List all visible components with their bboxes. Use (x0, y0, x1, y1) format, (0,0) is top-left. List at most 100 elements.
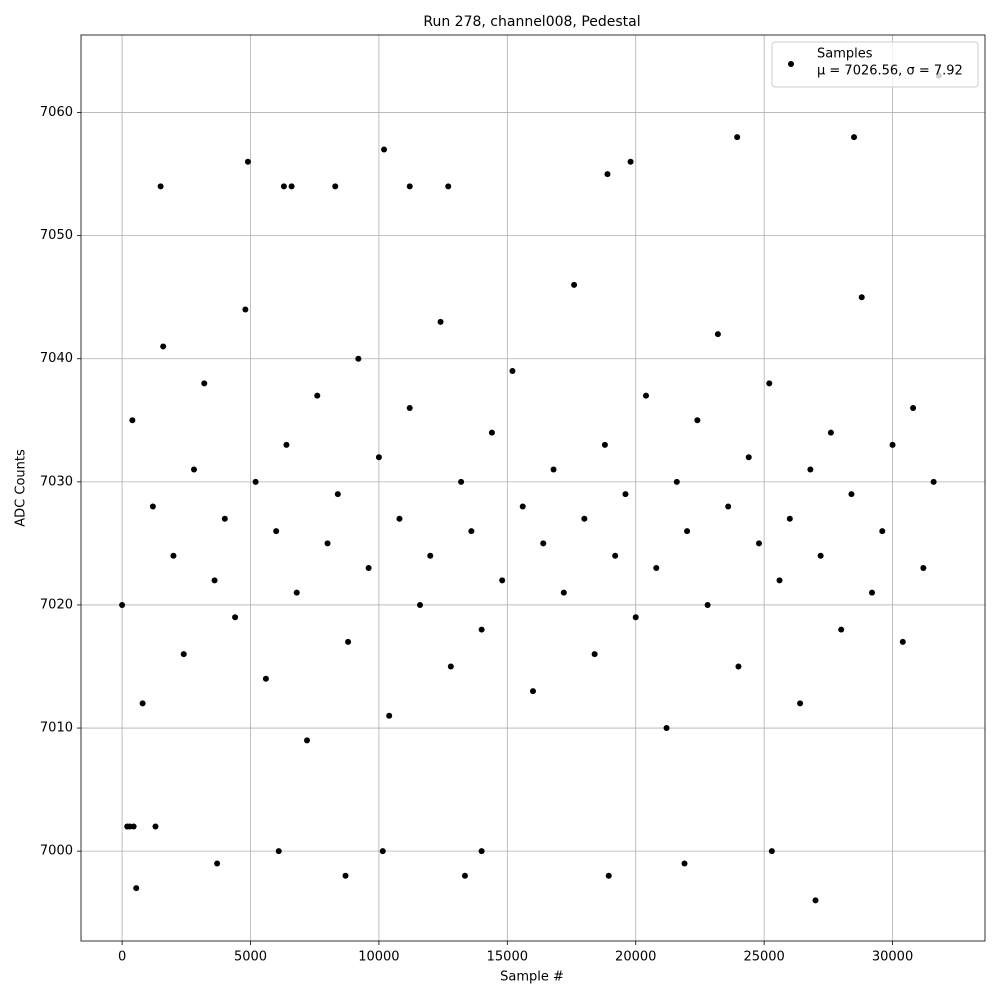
point (605, 872, 612, 879)
point (130, 823, 137, 830)
point (314, 392, 321, 399)
point (817, 552, 824, 559)
legend: Samples μ = 7026.56, σ = 7.92 (771, 41, 979, 88)
point (157, 183, 164, 190)
point (381, 146, 388, 153)
point (149, 503, 156, 510)
point (684, 528, 691, 535)
point (612, 552, 619, 559)
point (386, 712, 393, 719)
point (920, 565, 927, 572)
legend-marker (788, 61, 794, 67)
point (756, 540, 762, 547)
x-tick-label: 25000 (743, 950, 784, 965)
point (221, 515, 228, 522)
point (332, 183, 339, 190)
point (530, 688, 536, 695)
x-tick-label: 5000 (234, 950, 267, 965)
point (417, 601, 423, 608)
point (461, 872, 468, 879)
point (458, 478, 465, 485)
point (627, 158, 634, 165)
point (704, 601, 711, 608)
point (406, 404, 413, 411)
point (766, 380, 773, 387)
point (160, 343, 167, 350)
x-axis-label: Sample # (500, 970, 564, 985)
point (694, 417, 701, 424)
point (427, 552, 434, 559)
point (827, 429, 834, 436)
point (725, 503, 732, 510)
point (571, 281, 578, 288)
point (437, 318, 444, 325)
point (468, 528, 475, 535)
point (735, 663, 742, 670)
point (499, 577, 506, 584)
point (848, 491, 855, 498)
point (663, 725, 670, 732)
point (643, 392, 649, 399)
point (232, 614, 239, 621)
y-tick-label: 7050 (40, 228, 73, 243)
point (133, 885, 140, 892)
point (591, 651, 598, 658)
point (129, 417, 136, 424)
point (681, 860, 688, 867)
x-tick-label: 30000 (872, 950, 913, 965)
point (365, 565, 372, 572)
legend-label: Samples (817, 47, 873, 62)
point (304, 737, 310, 744)
y-tick-label: 7020 (40, 597, 73, 612)
point (653, 565, 660, 572)
point (488, 429, 495, 436)
point (252, 478, 259, 485)
point (244, 158, 251, 165)
point (879, 528, 886, 535)
point (734, 134, 741, 141)
point (396, 515, 403, 522)
point (786, 515, 793, 522)
point (560, 589, 567, 596)
point (280, 183, 287, 190)
point (293, 589, 300, 596)
x-tick-label: 0 (118, 950, 126, 965)
point (180, 651, 187, 658)
point (776, 577, 783, 584)
y-tick-label: 7000 (40, 844, 73, 859)
point (478, 848, 485, 855)
point (851, 134, 858, 141)
point (478, 626, 485, 633)
point (632, 614, 639, 621)
point (273, 528, 280, 535)
y-tick-label: 7030 (40, 474, 73, 489)
point (191, 466, 197, 473)
point (214, 860, 221, 867)
plot-frame (80, 34, 986, 942)
x-tick-label: 15000 (487, 950, 528, 965)
point (152, 823, 159, 830)
point (812, 897, 819, 904)
point (745, 454, 752, 461)
point (288, 183, 295, 190)
legend-box (771, 41, 979, 88)
x-tick-label: 20000 (615, 950, 656, 965)
point (201, 380, 208, 387)
point (622, 491, 629, 498)
point (406, 183, 413, 190)
point (262, 675, 269, 682)
point (604, 171, 611, 178)
point (242, 306, 249, 313)
point (899, 638, 906, 645)
point (807, 466, 814, 473)
point (889, 441, 896, 448)
point (170, 552, 177, 559)
y-axis-label: ADC Counts (14, 449, 29, 527)
point (334, 491, 341, 498)
point (375, 454, 382, 461)
point (283, 441, 290, 448)
point (139, 700, 146, 707)
point (355, 355, 362, 362)
point (858, 294, 865, 301)
